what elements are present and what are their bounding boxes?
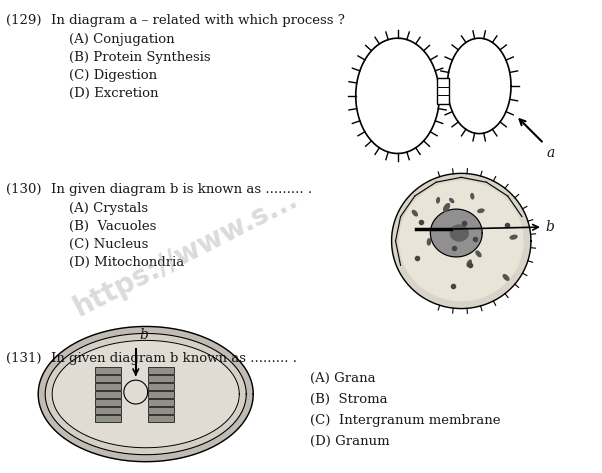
- Bar: [95, 383, 121, 390]
- Ellipse shape: [427, 239, 430, 245]
- Text: (C) Digestion: (C) Digestion: [69, 69, 157, 82]
- Text: a: a: [547, 146, 555, 159]
- Polygon shape: [391, 174, 531, 308]
- Text: (C)  Intergranum membrane: (C) Intergranum membrane: [310, 414, 500, 427]
- Bar: [95, 391, 121, 398]
- Ellipse shape: [476, 251, 481, 257]
- Text: (D) Mitochondria: (D) Mitochondria: [69, 256, 184, 269]
- Ellipse shape: [510, 235, 517, 239]
- Ellipse shape: [471, 193, 474, 199]
- Text: https://www.s...: https://www.s...: [69, 184, 302, 322]
- Bar: [147, 415, 173, 422]
- Bar: [95, 367, 121, 374]
- Text: (131): (131): [7, 352, 42, 365]
- Text: (D) Granum: (D) Granum: [310, 435, 389, 448]
- Text: (129): (129): [7, 14, 42, 27]
- Ellipse shape: [478, 209, 484, 212]
- Polygon shape: [400, 181, 523, 301]
- Text: (B)  Stroma: (B) Stroma: [310, 393, 388, 406]
- Text: In given diagram b is known as ......... .: In given diagram b is known as .........…: [51, 184, 312, 196]
- Polygon shape: [52, 341, 239, 448]
- Polygon shape: [447, 38, 511, 133]
- Ellipse shape: [444, 203, 450, 211]
- Bar: [95, 399, 121, 406]
- Text: (B)  Vacuoles: (B) Vacuoles: [69, 220, 157, 233]
- Text: b: b: [140, 328, 149, 342]
- Text: b: b: [546, 220, 554, 234]
- Bar: [147, 375, 173, 382]
- Polygon shape: [38, 326, 253, 462]
- Bar: [147, 391, 173, 398]
- Polygon shape: [430, 209, 482, 257]
- Text: (D) Excretion: (D) Excretion: [69, 87, 158, 100]
- Bar: [95, 375, 121, 382]
- Bar: [147, 407, 173, 414]
- Bar: [95, 407, 121, 414]
- Ellipse shape: [412, 210, 417, 216]
- Bar: [147, 383, 173, 390]
- Text: In given diagram b known as ......... .: In given diagram b known as ......... .: [51, 352, 297, 365]
- Ellipse shape: [450, 199, 454, 202]
- Text: (A) Crystals: (A) Crystals: [69, 202, 148, 215]
- Text: (A) Grana: (A) Grana: [310, 372, 376, 385]
- Bar: [147, 367, 173, 374]
- Polygon shape: [450, 225, 468, 241]
- Ellipse shape: [503, 275, 509, 280]
- Text: (B) Protein Synthesis: (B) Protein Synthesis: [69, 51, 211, 64]
- Bar: [438, 78, 449, 104]
- Text: In diagram a – related with which process ?: In diagram a – related with which proces…: [51, 14, 345, 27]
- Text: (130): (130): [7, 184, 42, 196]
- Bar: [147, 399, 173, 406]
- Bar: [95, 415, 121, 422]
- Text: (A) Conjugation: (A) Conjugation: [69, 33, 175, 46]
- Ellipse shape: [436, 198, 439, 203]
- Polygon shape: [356, 38, 439, 154]
- Polygon shape: [45, 333, 246, 455]
- Ellipse shape: [467, 260, 471, 266]
- Text: (C) Nucleus: (C) Nucleus: [69, 238, 149, 251]
